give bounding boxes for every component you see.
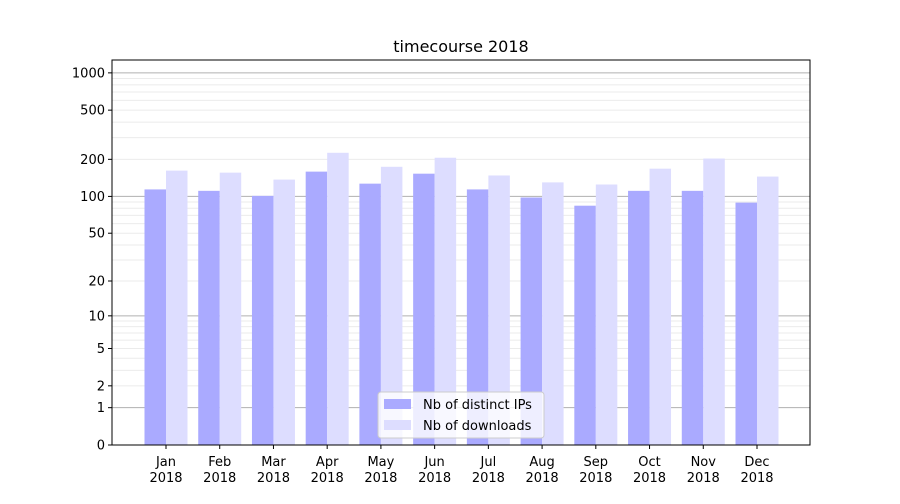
chart-title: timecourse 2018 [393,37,528,56]
x-tick-label: 2018 [257,471,290,486]
x-tick-label: Mar [261,455,286,470]
bar-ips [198,190,220,445]
bar-ips [359,183,381,445]
x-tick-label: Jun [423,455,444,470]
y-tick-label: 0 [97,439,105,454]
bar-ips [628,190,650,445]
bar-downloads [542,182,564,446]
bar-downloads [166,170,188,445]
x-tick-label: Feb [208,455,231,470]
bar-ips [520,197,543,445]
y-tick-label: 200 [80,153,105,168]
x-tick-label: Jul [480,455,497,470]
bar-downloads [703,158,725,445]
y-tick-label: 5 [97,342,105,357]
bar-ips [144,189,166,445]
bar-ips [305,171,328,445]
x-tick-label: Dec [744,455,769,470]
bar-downloads [757,176,779,446]
x-tick-label: Oct [638,455,660,470]
x-tick-label: Jan [155,455,176,470]
plot-frame [111,59,811,446]
legend-box [377,391,545,439]
x-tick-label: May [367,455,394,470]
bar-ips [466,189,489,445]
x-tick-label: 2018 [203,471,236,486]
legend-label-ips: Nb of distinct IPs [423,398,532,413]
x-tick-label: 2018 [740,471,773,486]
y-tick-label: 100 [80,190,105,205]
x-tick-label: 2018 [364,471,397,486]
bar-downloads [488,175,510,445]
bar-ips [574,205,596,445]
x-tick-label: 2018 [687,471,720,486]
legend-swatch-ips [384,399,411,409]
legend-label-downloads: Nb of downloads [423,419,532,434]
x-tick-label: 2018 [418,471,451,486]
y-tick-label: 500 [80,104,105,119]
x-tick-label: 2018 [311,471,344,486]
bar-downloads [219,172,242,445]
x-tick-label: 2018 [472,471,505,486]
y-tick-label: 50 [88,227,105,242]
bar-ips [735,202,757,445]
x-tick-label: 2018 [526,471,559,486]
x-tick-label: 2018 [633,471,666,486]
x-tick-label: Nov [691,455,717,470]
x-tick-label: Aug [529,455,554,470]
legend: Nb of distinct IPs Nb of downloads [377,391,545,439]
x-tick-label: Apr [316,455,339,470]
bar-downloads [327,152,349,446]
bar-downloads [595,184,618,445]
legend-swatch-downloads [384,420,411,430]
x-tick-label: 2018 [579,471,612,486]
bar-downloads [380,166,403,445]
bar-downloads [649,168,672,445]
y-tick-label: 10 [88,309,105,324]
bar-ips [251,195,274,445]
bar-ips [681,190,704,445]
bar-downloads [434,157,457,445]
bar-downloads [273,179,295,445]
x-tick-label: Sep [584,455,609,470]
y-tick-label: 1 [97,401,105,416]
y-tick-label: 1000 [72,66,105,81]
y-tick-label: 20 [88,275,105,290]
y-tick-label: 2 [97,379,105,394]
x-tick-label: 2018 [149,471,182,486]
bar-ips [413,173,435,445]
